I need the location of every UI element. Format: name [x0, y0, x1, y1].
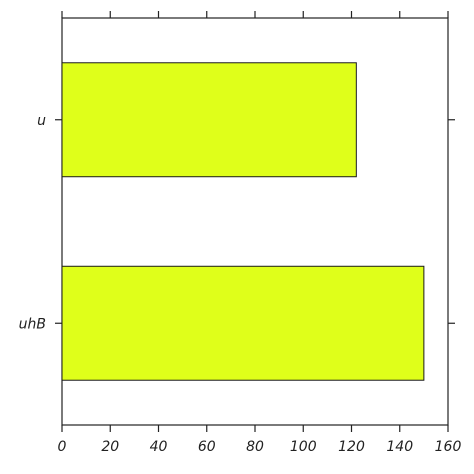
x-tick-label: 140	[386, 439, 413, 455]
x-tick-label: 120	[338, 439, 365, 455]
y-tick-label: uhB	[19, 316, 46, 332]
bar-u	[61, 62, 357, 178]
x-tick-label: 160	[435, 439, 462, 455]
bar-uhB	[61, 265, 425, 381]
x-tick-label: 100	[290, 439, 317, 455]
y-tick-label: u	[37, 113, 46, 129]
x-tick-label: 60	[198, 439, 216, 455]
x-tick-label: 40	[150, 439, 168, 455]
x-tick-label: 0	[58, 439, 67, 455]
x-tick-label: 20	[101, 439, 119, 455]
x-tick-label: 80	[246, 439, 264, 455]
